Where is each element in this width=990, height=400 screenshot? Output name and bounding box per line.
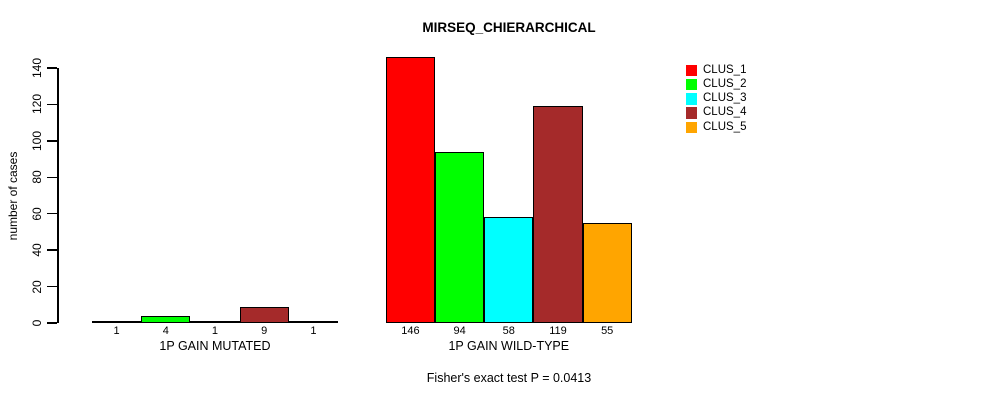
y-axis-line — [57, 68, 59, 323]
y-axis-label: number of cases — [6, 151, 20, 241]
legend-swatch-clus_3 — [685, 93, 697, 105]
x-axis-group-label: 1P GAIN MUTATED — [159, 339, 271, 353]
legend-swatch-clus_2 — [685, 78, 697, 91]
legend-label-clus_5: CLUS_5 — [703, 120, 747, 133]
legend-swatch-clus_5 — [685, 121, 697, 134]
bar-clus_5-group1 — [288, 321, 338, 324]
legend-label-clus_2: CLUS_2 — [703, 77, 747, 90]
legend-swatch-clus_4 — [685, 107, 697, 119]
y-tick-mark — [47, 285, 57, 288]
bar-clus_2-group2 — [435, 151, 485, 323]
y-tick-label: 20 — [30, 279, 44, 294]
bar-clus_1-group2 — [385, 57, 435, 323]
y-tick-label: 120 — [30, 94, 44, 115]
bar-value-label: 146 — [401, 324, 420, 337]
chart-title: MIRSEQ_CHIERARCHICAL — [422, 20, 596, 35]
x-axis-group-label: 1P GAIN WILD-TYPE — [448, 339, 570, 353]
y-tick-label: 80 — [30, 170, 44, 184]
y-tick-label: 0 — [30, 319, 44, 327]
bar-clus_4-group1 — [239, 306, 289, 323]
y-tick-mark — [47, 249, 57, 251]
bar-clus_3-group1 — [190, 321, 240, 324]
y-tick-mark — [47, 212, 57, 215]
bar-clus_3-group2 — [484, 217, 534, 323]
y-tick-label: 100 — [30, 130, 44, 151]
fisher-test-annotation: Fisher's exact test P = 0.0413 — [426, 371, 592, 385]
y-tick-label: 140 — [30, 57, 44, 79]
legend-label-clus_4: CLUS_4 — [703, 106, 747, 119]
bar-value-label: 1 — [211, 324, 219, 337]
y-tick-label: 40 — [30, 243, 44, 257]
bar-clus_5-group2 — [582, 222, 632, 323]
bar-value-label: 119 — [549, 324, 567, 337]
bar-value-label: 55 — [601, 324, 614, 337]
bar-value-label: 1 — [310, 324, 317, 337]
y-tick-label: 60 — [30, 207, 44, 221]
bar-clus_4-group2 — [533, 106, 583, 323]
bar-clus_1-group1 — [92, 321, 142, 324]
bar-value-label: 4 — [162, 324, 169, 337]
y-tick-mark — [47, 67, 57, 69]
y-tick-mark — [47, 103, 57, 106]
legend-swatch-clus_1 — [685, 64, 697, 76]
bar-value-label: 1 — [113, 324, 120, 337]
bar-value-label: 58 — [502, 324, 515, 337]
bar-value-label: 94 — [453, 324, 466, 337]
y-tick-mark — [47, 140, 57, 142]
legend-label-clus_1: CLUS_1 — [703, 63, 747, 76]
legend-label-clus_3: CLUS_3 — [703, 92, 747, 105]
y-tick-mark — [47, 322, 57, 324]
bar-value-label: 9 — [261, 324, 268, 337]
y-tick-mark — [47, 176, 57, 179]
bar-clus_2-group1 — [141, 315, 191, 323]
